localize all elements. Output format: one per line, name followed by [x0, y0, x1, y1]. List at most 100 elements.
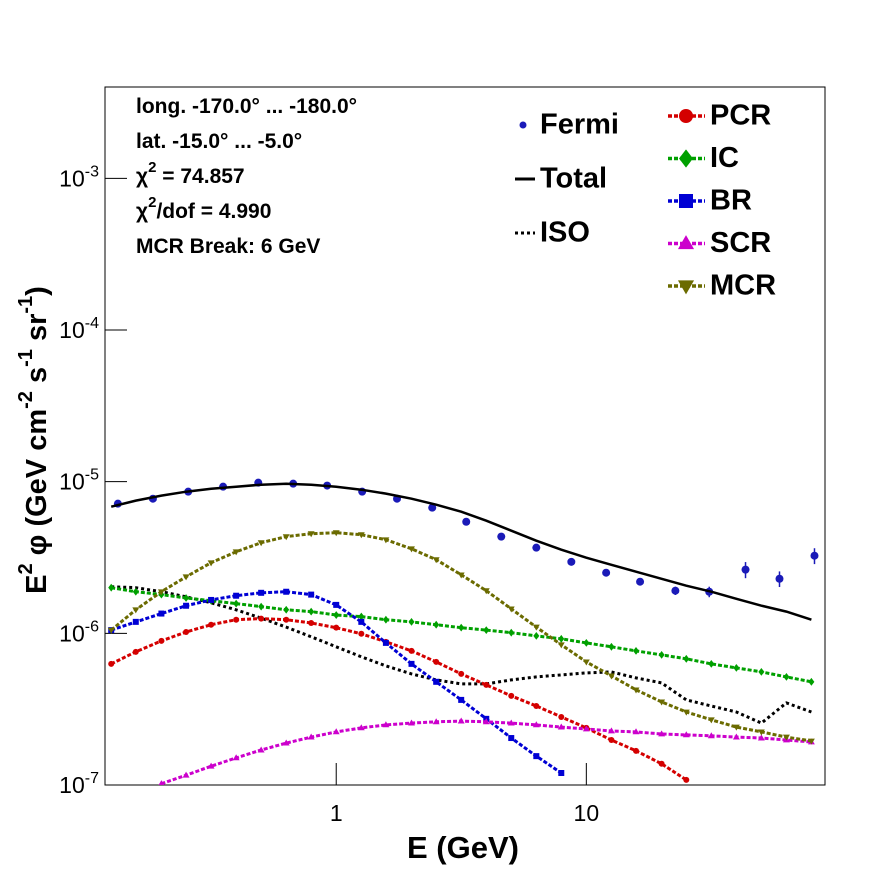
marker [132, 607, 140, 614]
marker [558, 713, 565, 720]
marker [308, 619, 315, 626]
text-segment: lat. -15.0° ... -5.0° [136, 130, 302, 153]
legend-label: IC [710, 142, 739, 174]
series-line [110, 586, 812, 684]
marker [182, 771, 190, 778]
legend-label: ISO [540, 217, 590, 249]
marker [108, 583, 115, 592]
superscript: -7 [85, 770, 99, 787]
y-tick-label: 10-6 [59, 618, 99, 646]
marker [408, 647, 415, 654]
annotation: MCR Break: 6 GeV [136, 235, 320, 258]
marker [433, 678, 440, 685]
marker [707, 732, 715, 739]
marker [482, 588, 490, 595]
marker [683, 654, 690, 663]
marker [671, 586, 680, 595]
marker [679, 194, 693, 208]
marker [775, 574, 784, 583]
marker [457, 717, 465, 724]
marker [458, 623, 465, 632]
marker [357, 724, 365, 731]
y-axis-title: E2 φ (GeV cm-2 s-1 sr-1) [15, 286, 52, 594]
marker [182, 574, 190, 581]
marker [607, 727, 615, 734]
legend-label: BR [710, 185, 752, 217]
marker [677, 235, 695, 250]
marker [207, 560, 215, 567]
marker [533, 702, 540, 709]
marker [582, 725, 590, 732]
text-segment: 10 [59, 772, 85, 798]
marker [708, 659, 715, 668]
marker [707, 717, 715, 724]
marker [519, 121, 527, 129]
marker [458, 696, 465, 703]
marker [808, 677, 815, 686]
marker [457, 572, 465, 579]
marker [107, 627, 115, 634]
marker [132, 587, 139, 596]
marker [532, 721, 540, 728]
y-tick-label: 10-5 [59, 466, 99, 494]
marker [357, 532, 365, 539]
text-segment: 10 [59, 317, 85, 343]
marker [633, 747, 640, 754]
marker [232, 549, 240, 556]
marker [558, 769, 565, 776]
marker [308, 591, 315, 598]
marker [333, 624, 340, 631]
marker [432, 557, 440, 564]
superscript: -1 [15, 296, 37, 314]
marker [458, 670, 465, 677]
x-tick-label: 1 [330, 800, 343, 826]
marker [208, 596, 215, 603]
marker [732, 724, 740, 731]
marker [183, 594, 190, 602]
marker [157, 589, 165, 596]
text-segment: E [21, 575, 53, 594]
marker [282, 534, 290, 541]
marker [532, 624, 540, 631]
marker [782, 734, 790, 741]
marker [233, 599, 240, 608]
marker [408, 617, 415, 626]
marker [483, 681, 490, 688]
marker [810, 551, 819, 560]
marker [507, 606, 515, 613]
text-segment: = 74.857 [156, 165, 244, 188]
marker [257, 540, 265, 547]
marker [508, 628, 515, 637]
marker [658, 699, 666, 706]
marker [358, 618, 365, 625]
marker [482, 718, 490, 725]
marker [382, 721, 390, 728]
marker [783, 673, 790, 681]
marker [307, 531, 315, 538]
x-tick-label: 10 [574, 800, 600, 826]
superscript: -5 [85, 466, 99, 483]
superscript: -2 [15, 391, 37, 409]
x-axis-title: E (GeV) [407, 830, 519, 865]
marker [333, 611, 340, 619]
marker [308, 607, 315, 616]
text-segment: 10 [59, 469, 85, 495]
marker [358, 630, 365, 637]
marker [382, 639, 389, 646]
legend-label: Total [540, 163, 607, 195]
marker [283, 588, 290, 595]
marker [732, 733, 740, 740]
marker [658, 650, 665, 659]
text-segment: χ [136, 200, 148, 223]
marker [558, 634, 565, 643]
marker [757, 734, 765, 741]
text-segment: 10 [59, 620, 85, 646]
marker [557, 642, 565, 649]
text-segment: /dof = 4.990 [156, 200, 271, 223]
marker [408, 546, 415, 553]
marker [608, 642, 615, 651]
marker [158, 780, 165, 785]
superscript: -3 [85, 163, 99, 180]
